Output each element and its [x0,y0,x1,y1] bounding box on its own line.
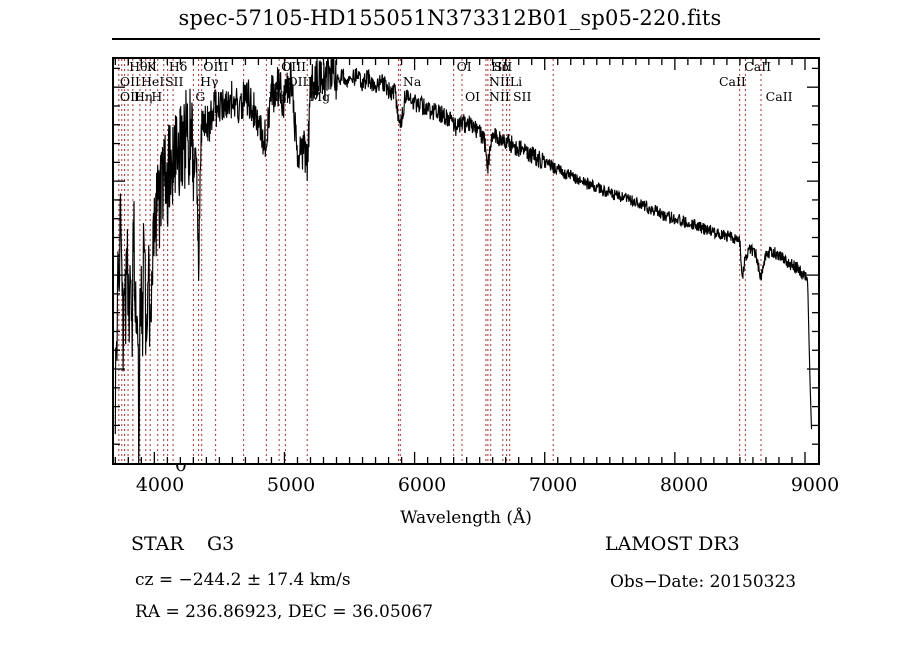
line-label-oiii: OIII [203,59,229,74]
spectrum-canvas [114,59,818,463]
line-label-oii: OII [119,89,140,104]
obs-date: Obs−Date: 20150323 [610,572,797,592]
line-label-h: Hβ [268,89,287,104]
figure-title: spec-57105-HD155051N373312B01_sp05-220.f… [178,6,722,30]
x-axis-label: Wavelength (Å) [400,508,532,528]
x-tick-7000: 7000 [528,474,578,496]
line-label-nii: NII [489,89,510,104]
line-label-caii: CaII [718,74,746,89]
line-label-oii: OII [119,74,140,89]
x-tick-5000: 5000 [266,474,316,496]
line-label-h: H [151,89,163,104]
line-label-sii: SII [164,74,184,89]
title-underline [112,38,820,40]
flux-curve [114,59,813,463]
line-label-h: Hδ [168,59,188,74]
x-tick-6000: 6000 [397,474,447,496]
x-tick-4000: 4000 [135,474,185,496]
line-label-caii: CaII [765,89,793,104]
object-type: STAR [131,533,184,555]
survey-label: LAMOST DR3 [605,533,740,555]
spectral-class: G3 [207,533,235,555]
line-label-mg: Mg [309,89,331,104]
line-label-hei: HeI [141,74,165,89]
line-label-caii: CaII [744,59,772,74]
line-label-h: Hα [490,59,511,74]
line-label-oiii: OIII [287,74,313,89]
line-label-oi: OI [464,89,481,104]
line-label-nii: NII [489,74,510,89]
x-tick-8000: 8000 [659,474,709,496]
line-label-sii: SII [493,59,513,74]
redshift-velocity: cz = −244.2 ± 17.4 km/s [135,570,351,590]
line-label-na: Na [402,74,422,89]
line-label-h: Hθ [129,59,148,74]
line-label-li: Li [509,74,523,89]
line-label-oi: OI [456,59,472,74]
line-label-k: K [146,59,157,74]
line-label-h: Hγ [200,74,219,89]
coordinates: RA = 236.86923, DEC = 36.05067 [135,602,434,622]
line-label-oiii: OIII [281,59,307,74]
line-label-sii: SII [512,89,532,104]
x-tick-9000: 9000 [790,474,840,496]
line-label-h: Hη [133,89,153,104]
plot-area: OII OII Hθ Hη HeI K H Hδ SII G Hγ OIII Hβ OIII OIII Mg N… [112,57,820,465]
line-label-g: G [195,89,206,104]
